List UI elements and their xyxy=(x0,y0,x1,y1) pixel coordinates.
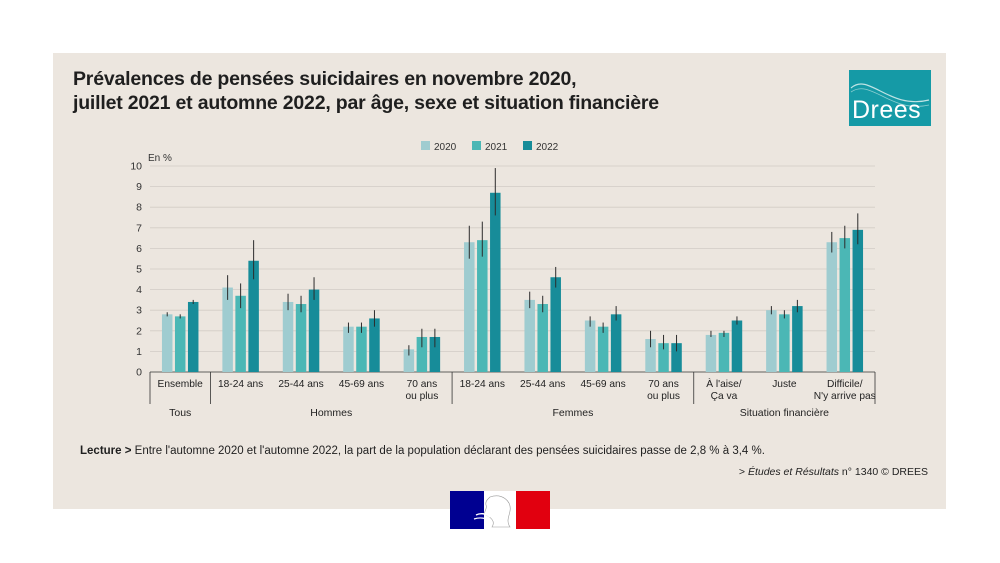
y-tick-label: 7 xyxy=(136,222,142,234)
chart-title: Prévalences de pensées suicidaires en no… xyxy=(73,67,793,115)
y-tick-label: 9 xyxy=(136,181,142,193)
bar-2022 xyxy=(308,289,320,372)
bar-2022 xyxy=(187,301,199,372)
bar-2022 xyxy=(248,260,259,372)
bar-2022 xyxy=(792,306,803,372)
drees-logo: Drees xyxy=(849,70,931,126)
source-prefix: > xyxy=(738,466,748,478)
bar-2020 xyxy=(403,349,415,372)
drees-logo-curve-icon xyxy=(850,83,930,107)
bar-2022 xyxy=(671,343,682,372)
x-category-label: 70 ans xyxy=(407,379,438,390)
x-group-label: Tous xyxy=(169,407,191,419)
bar-2022 xyxy=(610,314,622,372)
x-category-label: 25-44 ans xyxy=(520,379,565,390)
legend-swatch-2021 xyxy=(472,141,481,150)
bar-2020 xyxy=(584,320,596,372)
y-tick-label: 2 xyxy=(136,325,142,337)
x-category-label: ou plus xyxy=(647,391,680,402)
bar-2022 xyxy=(369,318,380,372)
chart-title-line-2: juillet 2021 et automne 2022, par âge, s… xyxy=(73,92,659,114)
reading-note: Lecture > Entre l'automne 2020 et l'auto… xyxy=(80,445,765,457)
source-title: Études et Résultats xyxy=(747,466,840,478)
x-category-label: 18-24 ans xyxy=(460,379,505,390)
x-category-label: 25-44 ans xyxy=(278,379,323,390)
x-category-label: 18-24 ans xyxy=(218,379,263,390)
y-tick-label: 8 xyxy=(136,202,142,214)
bar-2020 xyxy=(645,339,656,372)
x-category-label: Juste xyxy=(772,379,797,390)
x-category-label: N'y arrive pas xyxy=(814,391,876,402)
bar-2020 xyxy=(705,334,717,372)
reading-label: Lecture > xyxy=(80,445,132,457)
x-category-label: 45-69 ans xyxy=(339,379,384,390)
bar-2021 xyxy=(477,240,488,372)
x-category-label: À l'aise/ xyxy=(706,377,742,390)
x-category-label: Ça va xyxy=(711,391,738,402)
bar-2020 xyxy=(282,301,294,372)
y-axis-label: En % xyxy=(148,153,172,164)
drees-logo-text: Drees xyxy=(852,96,922,124)
x-group-label: Femmes xyxy=(552,407,593,419)
bar-2021 xyxy=(235,295,246,372)
reading-text: Entre l'automne 2020 et l'automne 2022, … xyxy=(131,445,765,457)
x-group-label: Situation financière xyxy=(740,407,829,419)
legend-label-2021: 2021 xyxy=(485,142,508,153)
y-tick-label: 6 xyxy=(136,243,142,255)
legend-label-2020: 2020 xyxy=(434,142,457,153)
bar-2020 xyxy=(766,310,777,372)
x-category-label: ou plus xyxy=(405,391,438,402)
bar-2021 xyxy=(658,343,669,372)
bar-2020 xyxy=(343,326,354,372)
bar-2021 xyxy=(356,326,367,372)
y-tick-label: 0 xyxy=(136,367,142,379)
marianne-emblem xyxy=(450,491,550,529)
bar-2021 xyxy=(597,326,609,372)
chart-title-line-1: Prévalences de pensées suicidaires en no… xyxy=(73,68,577,90)
x-category-label: Ensemble xyxy=(158,379,204,390)
bar-2021 xyxy=(839,238,851,372)
bar-2021 xyxy=(779,314,790,372)
y-tick-label: 10 xyxy=(130,161,142,173)
bar-2021 xyxy=(174,316,186,372)
x-group-label: Hommes xyxy=(310,407,352,419)
x-category-label: 45-69 ans xyxy=(580,379,625,390)
bar-2021 xyxy=(537,304,548,372)
bar-2022 xyxy=(550,277,561,372)
marianne-emblem-icon xyxy=(450,491,550,529)
source-note: > Études et Résultats n° 1340 © DREES xyxy=(739,466,928,478)
y-tick-label: 3 xyxy=(136,305,142,317)
bar-2021 xyxy=(718,332,730,372)
bar-2020 xyxy=(222,287,233,372)
bar-2020 xyxy=(161,314,173,372)
y-tick-label: 1 xyxy=(136,346,142,358)
x-category-label: 70 ans xyxy=(648,379,679,390)
bar-2020 xyxy=(524,299,535,372)
y-tick-label: 4 xyxy=(136,284,142,296)
source-suffix: n° 1340 © DREES xyxy=(839,466,928,478)
bar-2022 xyxy=(429,336,441,372)
legend-swatch-2020 xyxy=(421,141,430,150)
bar-2022 xyxy=(731,320,743,372)
bar-2022 xyxy=(852,229,864,372)
legend-swatch-2022 xyxy=(523,141,532,150)
bar-2021 xyxy=(416,336,428,372)
bar-2020 xyxy=(464,242,475,372)
x-category-label: Difficile/ xyxy=(827,379,863,390)
y-tick-label: 5 xyxy=(136,264,142,276)
bar-2021 xyxy=(295,304,307,372)
bar-2022 xyxy=(490,192,501,372)
legend-label-2022: 2022 xyxy=(536,142,559,153)
bar-2020 xyxy=(826,242,838,372)
